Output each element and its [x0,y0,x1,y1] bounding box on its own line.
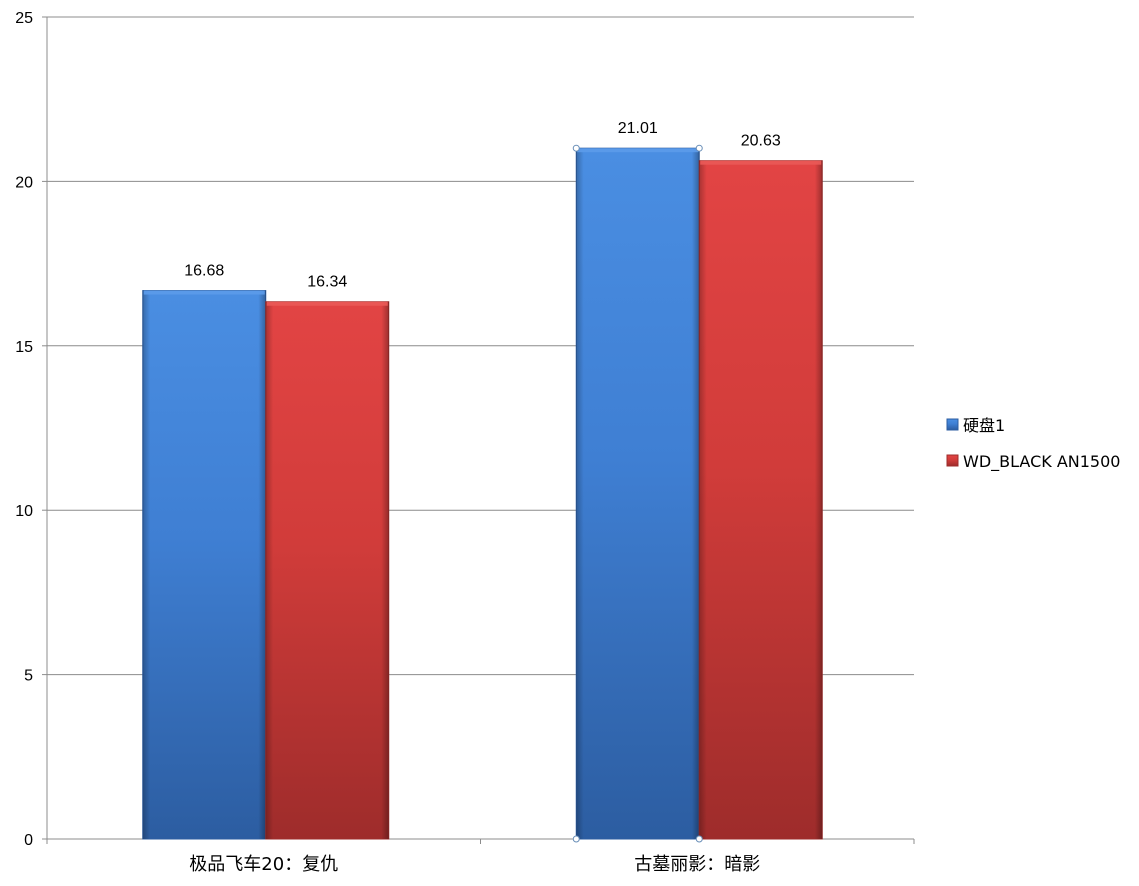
selection-handle[interactable] [695,835,703,843]
y-tick-label: 0 [24,832,33,849]
y-tick-label: 20 [15,174,33,191]
data-label: 20.63 [741,133,781,150]
bar-shading [142,290,266,839]
selection-handle[interactable] [695,144,703,152]
legend-label: WD_BLACK AN1500 [963,452,1120,472]
bar-shading [576,148,700,840]
legend-swatch [946,454,959,467]
category-label: 古墓丽影：暗影 [634,854,760,875]
bar-top-highlight [266,301,388,306]
bar-top-highlight [143,290,265,295]
y-tick-label: 15 [15,339,33,356]
bars [142,147,823,840]
y-tick-label: 25 [15,10,33,27]
bar-shading [265,301,389,839]
bar-top-highlight [577,148,699,153]
data-labels: 16.68 16.34 21.01 20.63 [184,120,781,843]
category-label: 极品飞车20：复仇 [189,854,338,875]
y-tick-label: 10 [15,503,33,520]
legend-label: 硬盘1 [963,416,1005,435]
data-label: 21.01 [618,120,658,137]
bar-shading [699,160,823,839]
data-label: 16.34 [307,274,347,291]
selection-handle[interactable] [572,835,580,843]
data-label: 16.68 [184,263,224,280]
y-tick-label: 5 [24,668,33,685]
legend-swatch [946,418,959,431]
bar-top-highlight [700,160,822,165]
legend: 硬盘1 WD_BLACK AN1500 [946,416,1120,472]
selection-handle[interactable] [572,144,580,152]
